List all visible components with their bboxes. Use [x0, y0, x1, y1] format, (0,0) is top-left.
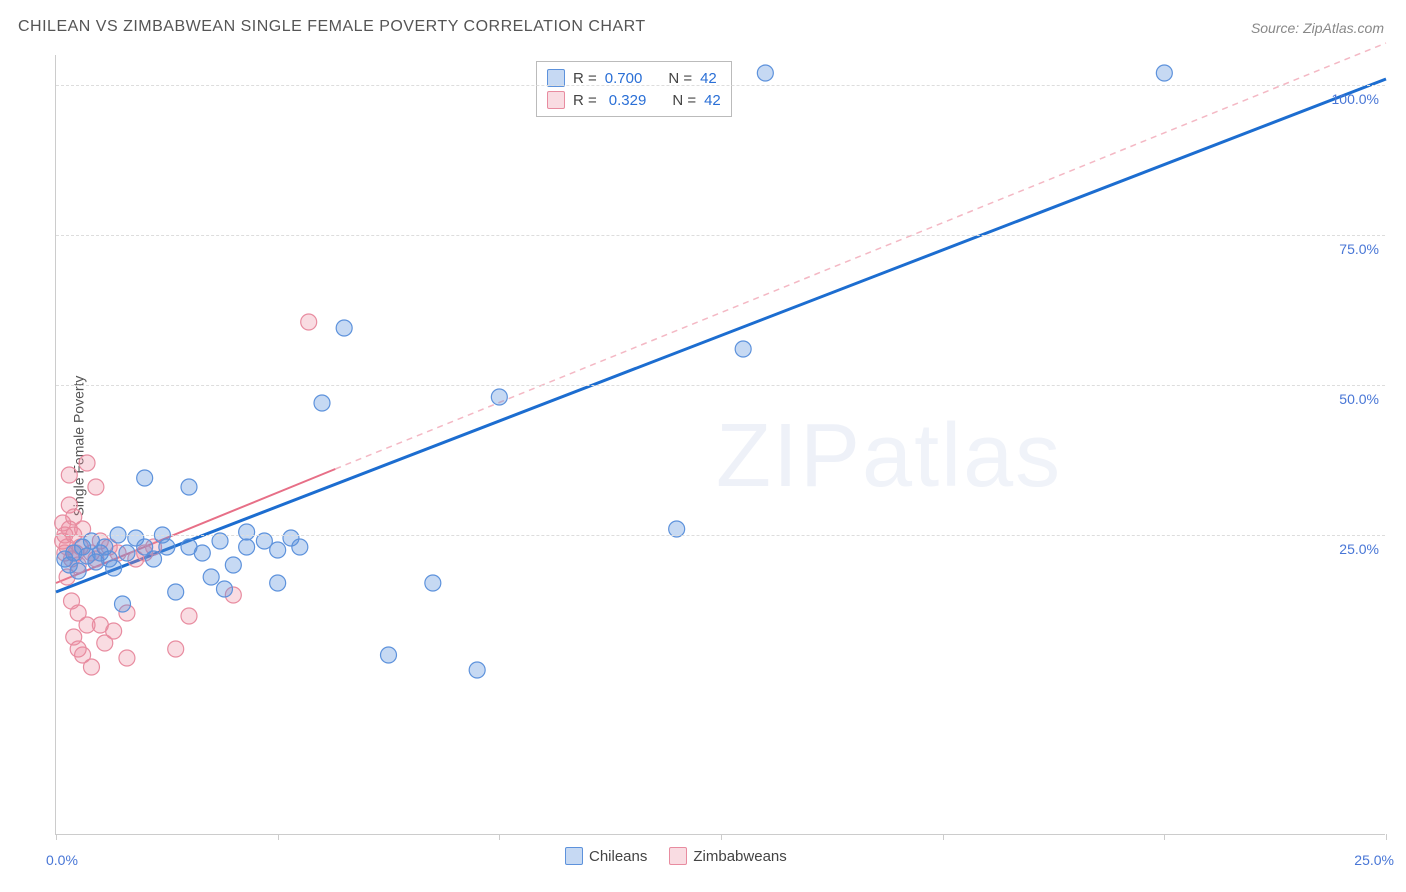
x-tick-label-0: 0.0% [46, 852, 78, 868]
x-tick [499, 834, 500, 840]
point-chileans [314, 395, 330, 411]
trend-line [56, 79, 1386, 592]
point-zimbabweans [106, 623, 122, 639]
x-tick [1164, 834, 1165, 840]
point-zimbabweans [168, 641, 184, 657]
x-tick [943, 834, 944, 840]
plot-area: ZIPatlas R = 0.700 N = 42 R = 0.329 N = … [55, 55, 1385, 835]
chart-title: CHILEAN VS ZIMBABWEAN SINGLE FEMALE POVE… [18, 18, 646, 36]
gridline [56, 385, 1385, 386]
point-chileans [146, 551, 162, 567]
point-chileans [757, 65, 773, 81]
r-label: R = [573, 92, 597, 109]
r-value-1: 0.700 [605, 70, 643, 87]
point-chileans [336, 320, 352, 336]
n-value-2: 42 [704, 92, 721, 109]
gridline [56, 235, 1385, 236]
gridline [56, 535, 1385, 536]
legend-label: Zimbabweans [693, 848, 786, 865]
point-chileans [239, 539, 255, 555]
y-tick-label-br: 25.0% [1354, 852, 1394, 868]
point-chileans [270, 542, 286, 558]
point-chileans [159, 539, 175, 555]
y-tick-label: 25.0% [1339, 541, 1379, 557]
plot-svg [56, 55, 1385, 834]
point-chileans [239, 524, 255, 540]
point-zimbabweans [61, 467, 77, 483]
stats-row-2: R = 0.329 N = 42 [547, 89, 721, 111]
point-chileans [225, 557, 241, 573]
point-zimbabweans [181, 608, 197, 624]
n-label: N = [668, 70, 692, 87]
x-tick [1386, 834, 1387, 840]
point-chileans [270, 575, 286, 591]
point-chileans [469, 662, 485, 678]
gridline [56, 85, 1385, 86]
trend-line [335, 43, 1386, 469]
point-zimbabweans [83, 659, 99, 675]
y-tick-label: 50.0% [1339, 391, 1379, 407]
point-zimbabweans [301, 314, 317, 330]
series-legend: Chileans Zimbabweans [565, 847, 787, 865]
point-chileans [194, 545, 210, 561]
legend-label: Chileans [589, 848, 647, 865]
point-chileans [203, 569, 219, 585]
x-tick [721, 834, 722, 840]
r-value-2: 0.329 [609, 92, 647, 109]
point-chileans [1156, 65, 1172, 81]
source-label: Source: ZipAtlas.com [1251, 20, 1384, 36]
point-chileans [216, 581, 232, 597]
y-tick-label: 75.0% [1339, 241, 1379, 257]
legend-item-zimbabweans: Zimbabweans [669, 847, 786, 865]
r-label: R = [573, 70, 597, 87]
point-zimbabweans [79, 455, 95, 471]
n-label: N = [672, 92, 696, 109]
point-zimbabweans [88, 479, 104, 495]
point-chileans [168, 584, 184, 600]
point-chileans [106, 560, 122, 576]
x-tick [56, 834, 57, 840]
legend-item-chileans: Chileans [565, 847, 647, 865]
swatch-zimbabweans-icon [669, 847, 687, 865]
stats-legend: R = 0.700 N = 42 R = 0.329 N = 42 [536, 61, 732, 117]
x-tick [278, 834, 279, 840]
point-chileans [425, 575, 441, 591]
point-chileans [381, 647, 397, 663]
point-chileans [735, 341, 751, 357]
n-value-1: 42 [700, 70, 717, 87]
point-chileans [119, 545, 135, 561]
point-chileans [115, 596, 131, 612]
point-zimbabweans [119, 650, 135, 666]
point-chileans [70, 563, 86, 579]
swatch-zimbabweans-icon [547, 91, 565, 109]
y-tick-label: 100.0% [1332, 91, 1379, 107]
point-chileans [137, 470, 153, 486]
point-chileans [292, 539, 308, 555]
point-chileans [491, 389, 507, 405]
point-chileans [181, 479, 197, 495]
swatch-chileans-icon [565, 847, 583, 865]
